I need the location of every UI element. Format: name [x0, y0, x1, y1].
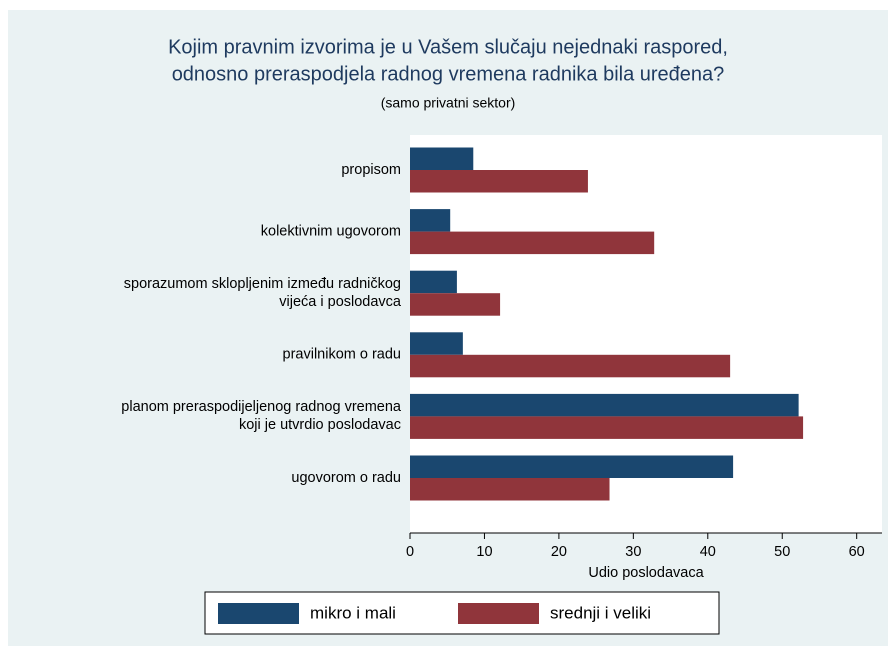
x-tick-label: 50 [774, 544, 790, 560]
legend-swatch [458, 603, 539, 624]
y-tick-label: vijeća i poslodavca [279, 294, 402, 310]
x-tick-label: 20 [551, 544, 567, 560]
y-tick-label: koji je utvrdio poslodavac [239, 417, 401, 433]
legend-swatch [218, 603, 299, 624]
x-tick-label: 60 [849, 544, 865, 560]
bar [410, 332, 463, 355]
bar [410, 478, 610, 501]
bar [410, 231, 655, 255]
bar [410, 455, 734, 478]
legend-label: srednji i veliki [550, 603, 651, 622]
legend-label: mikro i mali [310, 603, 396, 622]
bar [410, 393, 799, 417]
y-tick-label: planom preraspodijeljenog radnog vremena [121, 399, 402, 415]
bar [410, 354, 731, 378]
bar [410, 147, 474, 170]
y-tick-label: kolektivnim ugovorom [261, 223, 401, 239]
x-tick-label: 0 [406, 544, 414, 560]
chart-subtitle: (samo privatni sektor) [381, 95, 516, 111]
y-tick-label: propisom [341, 162, 401, 178]
y-tick-label: ugovorom o radu [291, 470, 401, 486]
x-tick-label: 10 [476, 544, 492, 560]
y-tick-label: pravilnikom o radu [283, 347, 401, 363]
bar [410, 416, 804, 439]
x-axis-label: Udio poslodavaca [588, 565, 704, 581]
bar [410, 209, 451, 232]
chart-title: odnosno preraspodjela radnog vremena rad… [172, 63, 725, 85]
x-tick-label: 30 [625, 544, 641, 560]
bar [410, 270, 457, 294]
y-tick-label: sporazumom sklopljenim između radničkog [124, 276, 401, 292]
chart-title: Kojim pravnim izvorima je u Vašem slučaj… [168, 36, 728, 58]
x-tick-label: 40 [700, 544, 716, 560]
bar [410, 170, 588, 193]
bar [410, 293, 501, 316]
